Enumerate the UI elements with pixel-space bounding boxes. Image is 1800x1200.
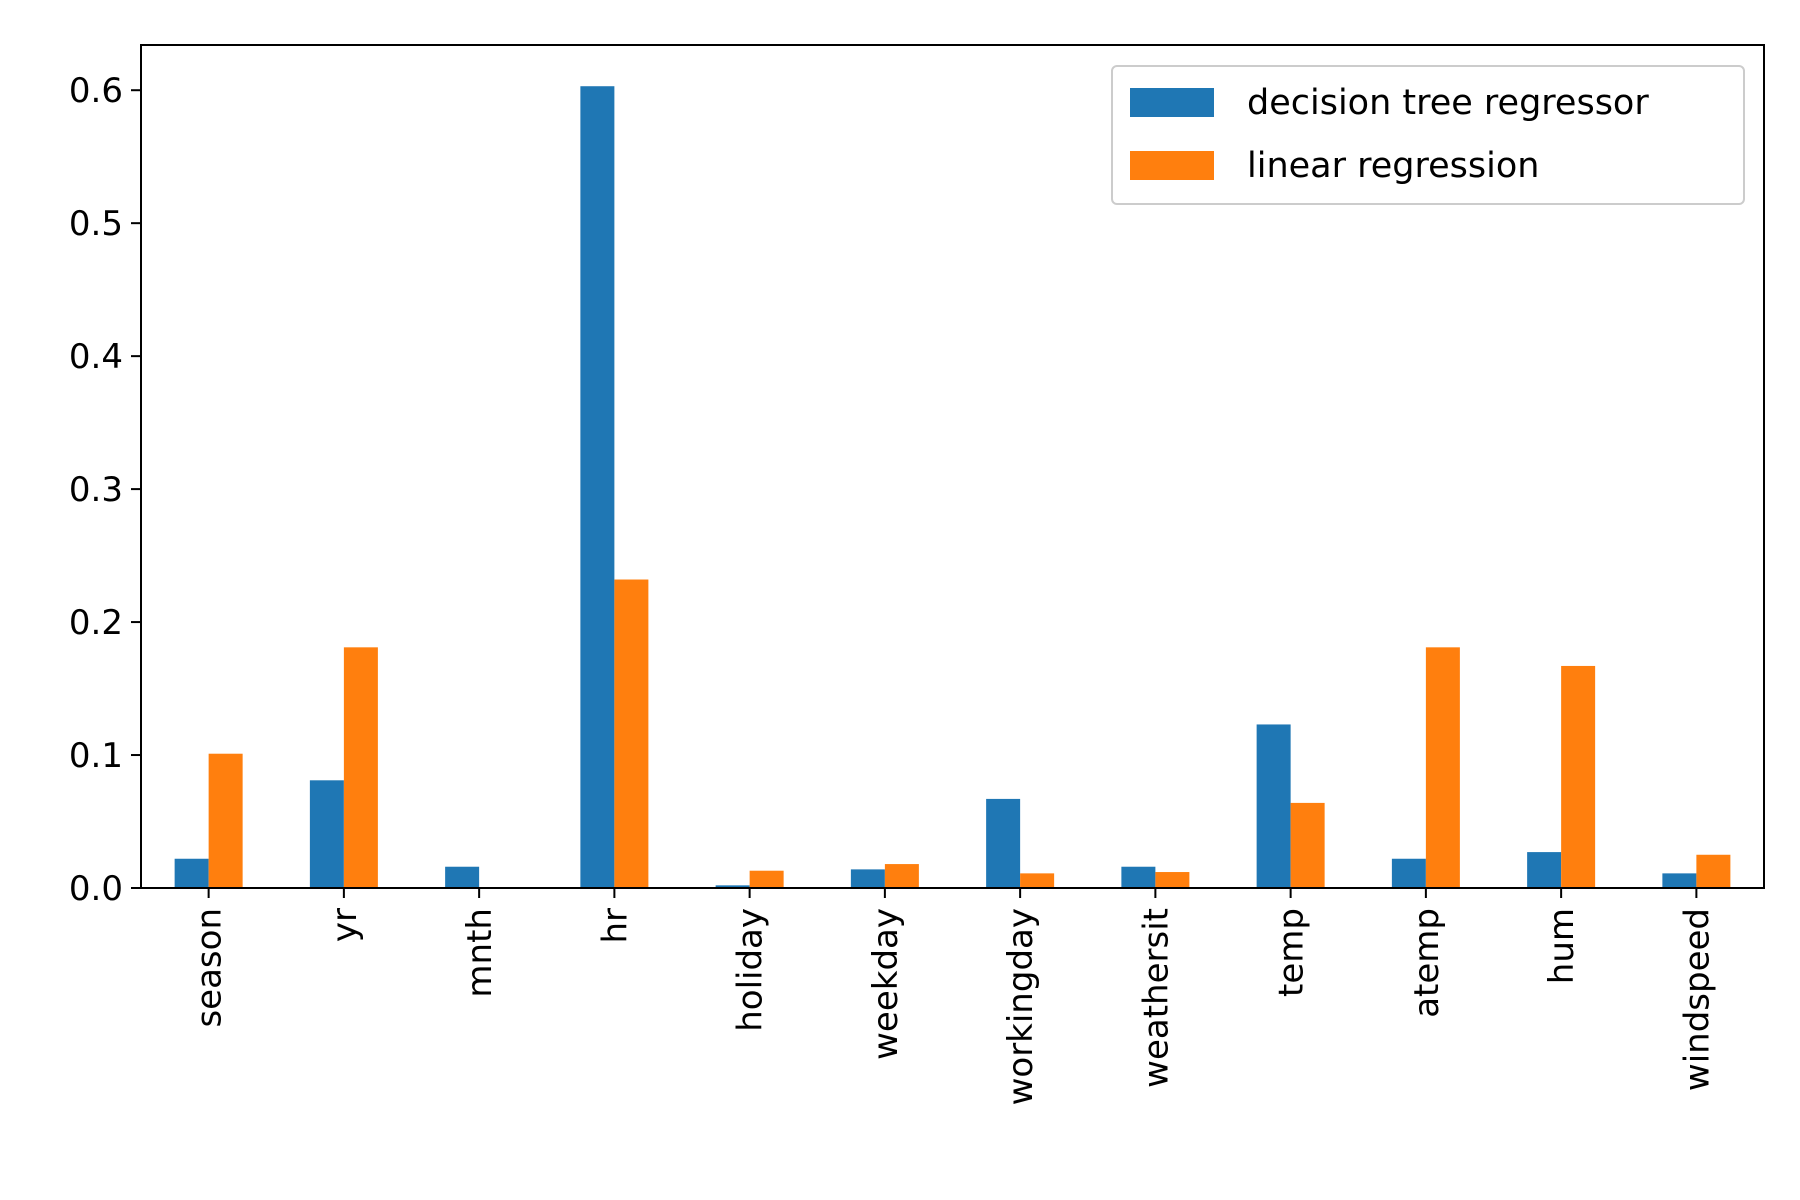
- bar-linear-regression-atemp: [1425, 647, 1460, 888]
- x-tick-label-hum: hum: [1542, 908, 1582, 984]
- bar-linear-regression-weekday: [884, 864, 919, 888]
- x-tick-label-workingday: workingday: [1001, 908, 1041, 1105]
- bar-decision-tree-regressor-hr: [580, 86, 615, 889]
- x-tick-label-yr: yr: [325, 908, 365, 942]
- bar-linear-regression-temp: [1290, 802, 1325, 888]
- x-axis: season yr mnth hr holiday weekday workingday we…: [190, 888, 1717, 1105]
- x-tick-label-weathersit: weathersit: [1136, 908, 1176, 1088]
- bar-linear-regression-season: [208, 753, 243, 888]
- x-tick-label-mnth: mnth: [460, 908, 500, 998]
- x-tick-label-hr: hr: [595, 908, 635, 944]
- bar-decision-tree-regressor-mnth: [445, 866, 480, 888]
- x-tick-label-season: season: [190, 908, 230, 1028]
- bar-linear-regression-hum: [1561, 665, 1596, 888]
- y-tick-label: 0.2: [69, 603, 123, 643]
- bar-decision-tree-regressor-hum: [1527, 852, 1562, 888]
- y-tick-label: 0.3: [69, 470, 123, 510]
- bar-decision-tree-regressor-season: [174, 858, 209, 888]
- bar-linear-regression-weathersit: [1155, 872, 1190, 888]
- y-axis: 0.0 0.1 0.2 0.3 0.4 0.5 0.6: [69, 71, 141, 909]
- legend-label-decision-tree-regressor: decision tree regressor: [1247, 83, 1649, 123]
- bar-linear-regression-hr: [614, 579, 649, 888]
- bar-decision-tree-regressor-workingday: [986, 798, 1021, 888]
- legend: decision tree regressor linear regressio…: [1111, 65, 1745, 205]
- x-tick-label-holiday: holiday: [731, 908, 771, 1032]
- y-tick-label: 0.5: [69, 204, 123, 244]
- y-tick-label: 0.1: [69, 736, 123, 776]
- bar-linear-regression-holiday: [749, 870, 784, 888]
- bars-layer: [174, 86, 1731, 889]
- y-tick-label: 0.4: [69, 337, 123, 377]
- x-tick-label-temp: temp: [1272, 908, 1312, 997]
- y-tick-label: 0.6: [69, 71, 123, 111]
- bar-linear-regression-workingday: [1020, 873, 1055, 888]
- bar-linear-regression-yr: [343, 647, 378, 888]
- plot-frame: [140, 44, 1765, 889]
- bar-decision-tree-regressor-weathersit: [1121, 866, 1156, 888]
- legend-box: [1111, 65, 1745, 205]
- bar-decision-tree-regressor-holiday: [715, 885, 750, 888]
- bar-decision-tree-regressor-weekday: [850, 869, 885, 888]
- bar-decision-tree-regressor-yr: [309, 780, 344, 888]
- legend-swatch-decision-tree-regressor: [1130, 88, 1214, 117]
- bar-linear-regression-windspeed: [1696, 854, 1731, 888]
- x-tick-label-atemp: atemp: [1407, 908, 1447, 1018]
- x-tick-label-weekday: weekday: [866, 908, 906, 1060]
- bar-decision-tree-regressor-temp: [1256, 724, 1291, 888]
- legend-swatch-linear-regression: [1130, 151, 1214, 180]
- bar-decision-tree-regressor-windspeed: [1662, 873, 1697, 888]
- legend-label-linear-regression: linear regression: [1247, 146, 1539, 186]
- y-tick-label: 0.0: [69, 869, 123, 909]
- bar-decision-tree-regressor-atemp: [1391, 858, 1426, 888]
- x-tick-label-windspeed: windspeed: [1677, 908, 1717, 1091]
